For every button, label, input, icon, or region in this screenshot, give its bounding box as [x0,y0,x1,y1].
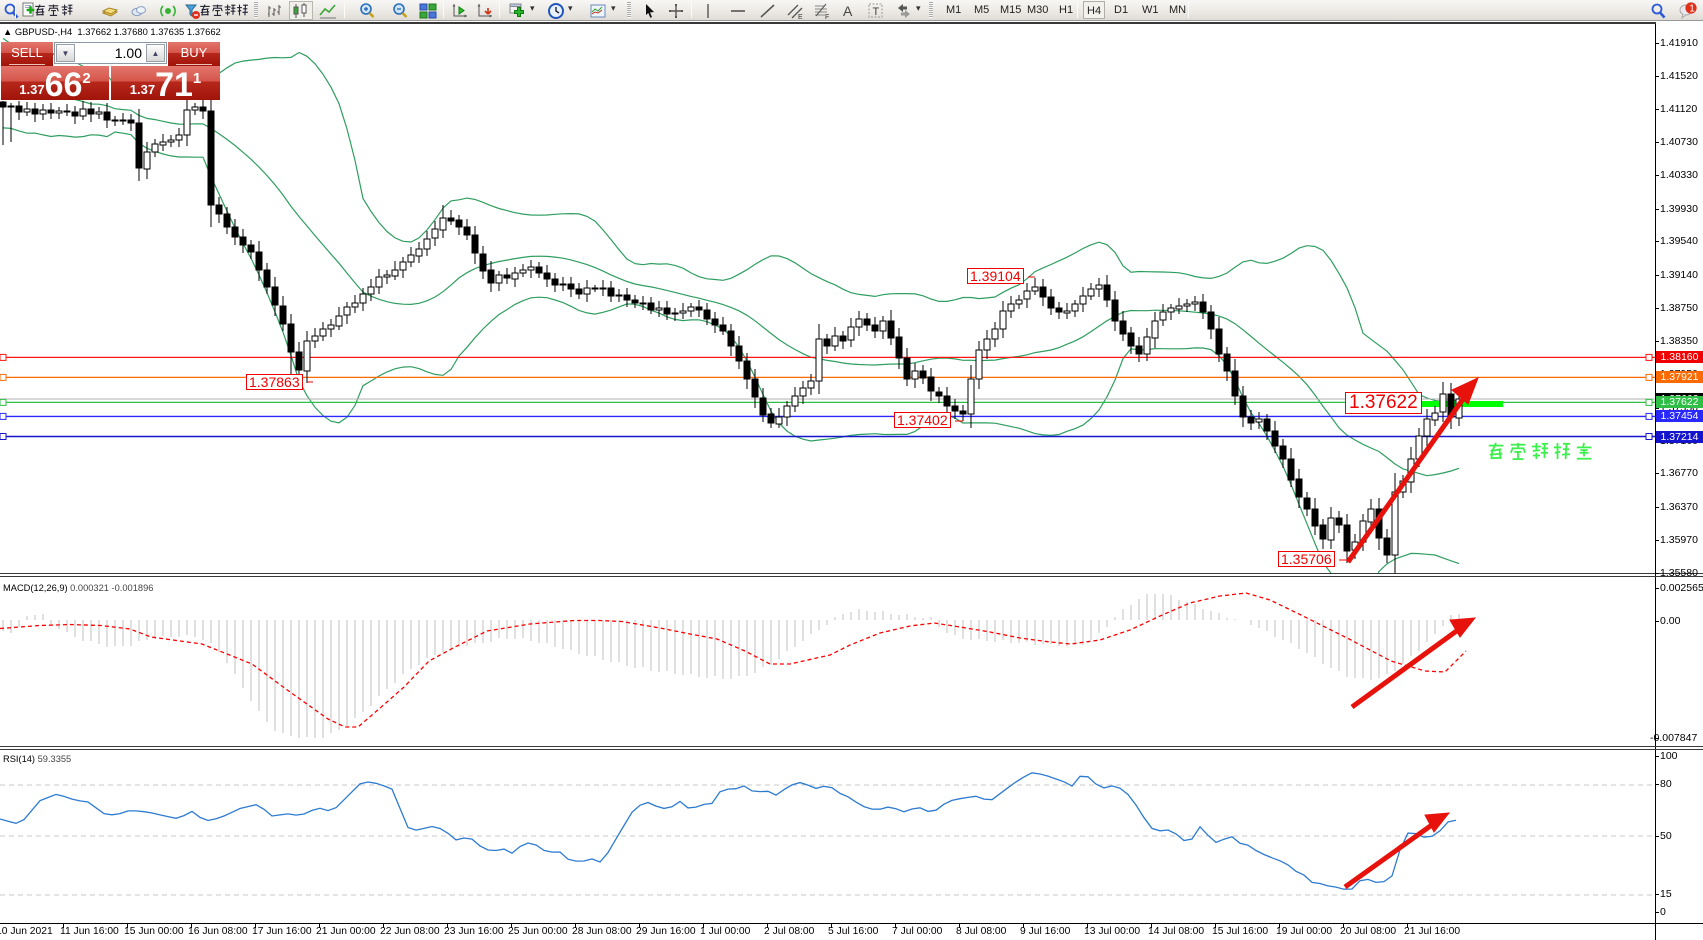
svg-text:E: E [798,14,803,20]
svg-text:T: T [873,6,880,18]
svg-text:A: A [843,3,853,19]
svg-text:1: 1 [1689,3,1695,14]
svg-text:F: F [825,14,829,20]
